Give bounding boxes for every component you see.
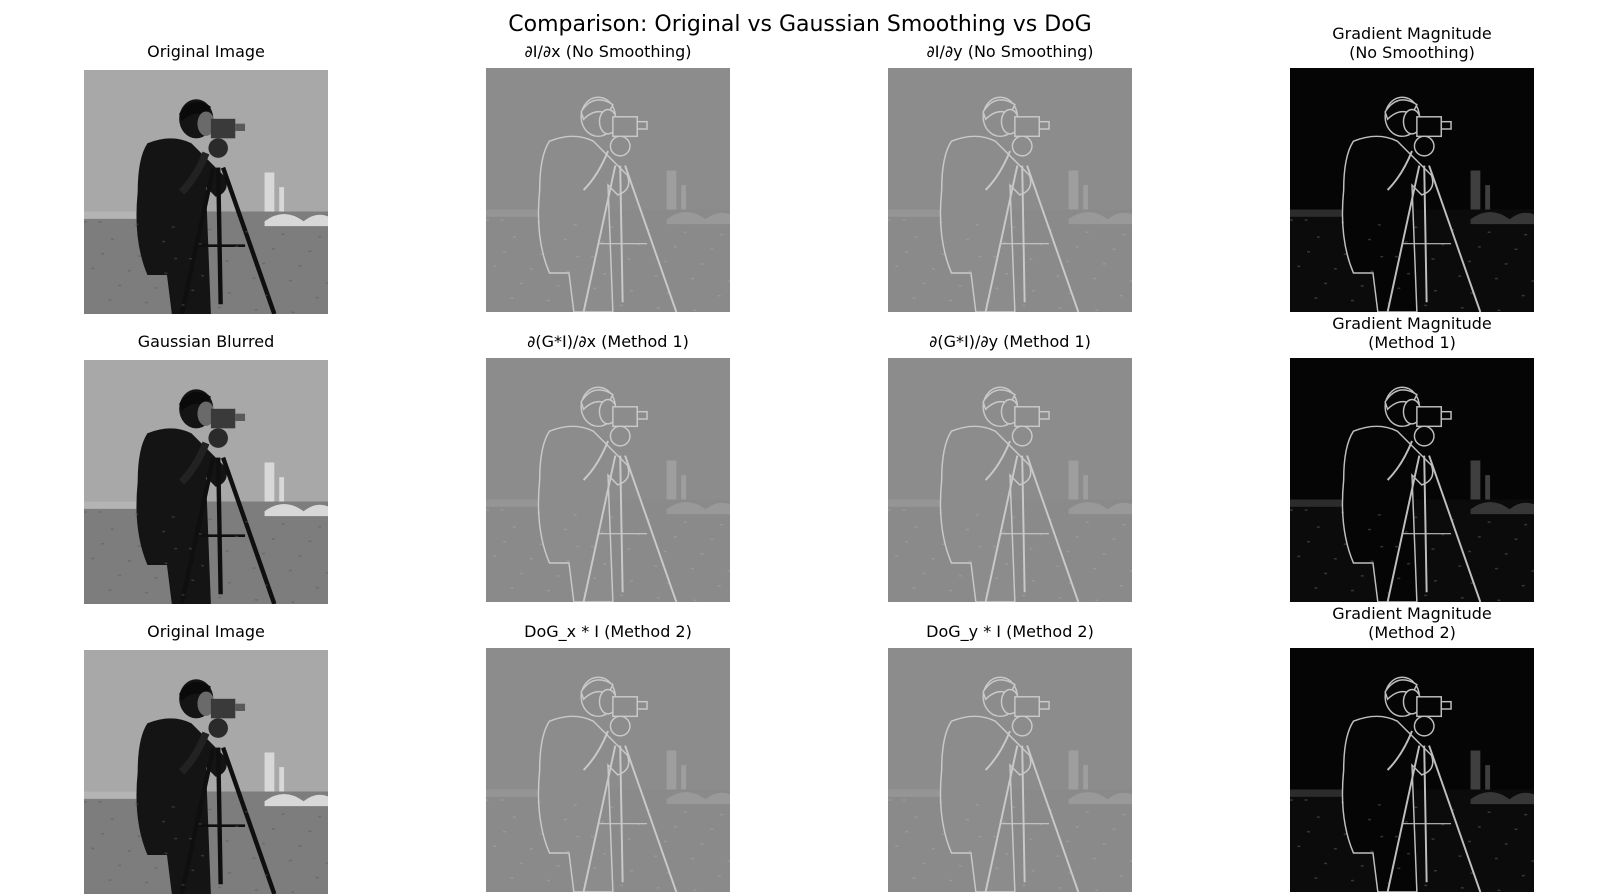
deriv-picture <box>888 68 1132 312</box>
figure-title: Comparison: Original vs Gaussian Smoothi… <box>508 12 1092 37</box>
magnitude-picture <box>1290 358 1534 602</box>
original-image <box>84 70 328 314</box>
gradient-magnitude-image <box>1290 358 1534 602</box>
gradient-magnitude-image <box>1290 68 1534 312</box>
panel-title: ∂I/∂y (No Smoothing) <box>926 42 1094 61</box>
magnitude-picture <box>1290 68 1534 312</box>
x-derivative-image <box>486 68 730 312</box>
panel-title: ∂I/∂x (No Smoothing) <box>524 42 692 61</box>
deriv-picture <box>486 358 730 602</box>
panel-title: Gradient Magnitude (Method 2) <box>1332 604 1492 642</box>
y-derivative-image <box>888 358 1132 602</box>
panel-title: Original Image <box>147 42 265 61</box>
original-picture <box>84 360 328 604</box>
deriv-picture <box>486 68 730 312</box>
deriv-picture <box>888 648 1132 892</box>
deriv-picture <box>888 358 1132 602</box>
magnitude-picture <box>1290 648 1534 892</box>
gradient-magnitude-image <box>1290 648 1534 892</box>
panel-title: ∂(G*I)/∂y (Method 1) <box>929 332 1091 351</box>
original-picture <box>84 70 328 314</box>
x-derivative-image <box>486 358 730 602</box>
gaussian-blurred-image <box>84 360 328 604</box>
panel-title: DoG_y * I (Method 2) <box>926 622 1094 641</box>
panel-title: Gradient Magnitude (Method 1) <box>1332 314 1492 352</box>
panel-title: DoG_x * I (Method 2) <box>524 622 692 641</box>
x-derivative-image <box>486 648 730 892</box>
y-derivative-image <box>888 68 1132 312</box>
panel-title: ∂(G*I)/∂x (Method 1) <box>527 332 689 351</box>
panel-title: Gradient Magnitude (No Smoothing) <box>1332 24 1492 62</box>
y-derivative-image <box>888 648 1132 892</box>
original-picture <box>84 650 328 894</box>
panel-title: Original Image <box>147 622 265 641</box>
deriv-picture <box>486 648 730 892</box>
original-image <box>84 650 328 894</box>
panel-title: Gaussian Blurred <box>137 332 275 351</box>
